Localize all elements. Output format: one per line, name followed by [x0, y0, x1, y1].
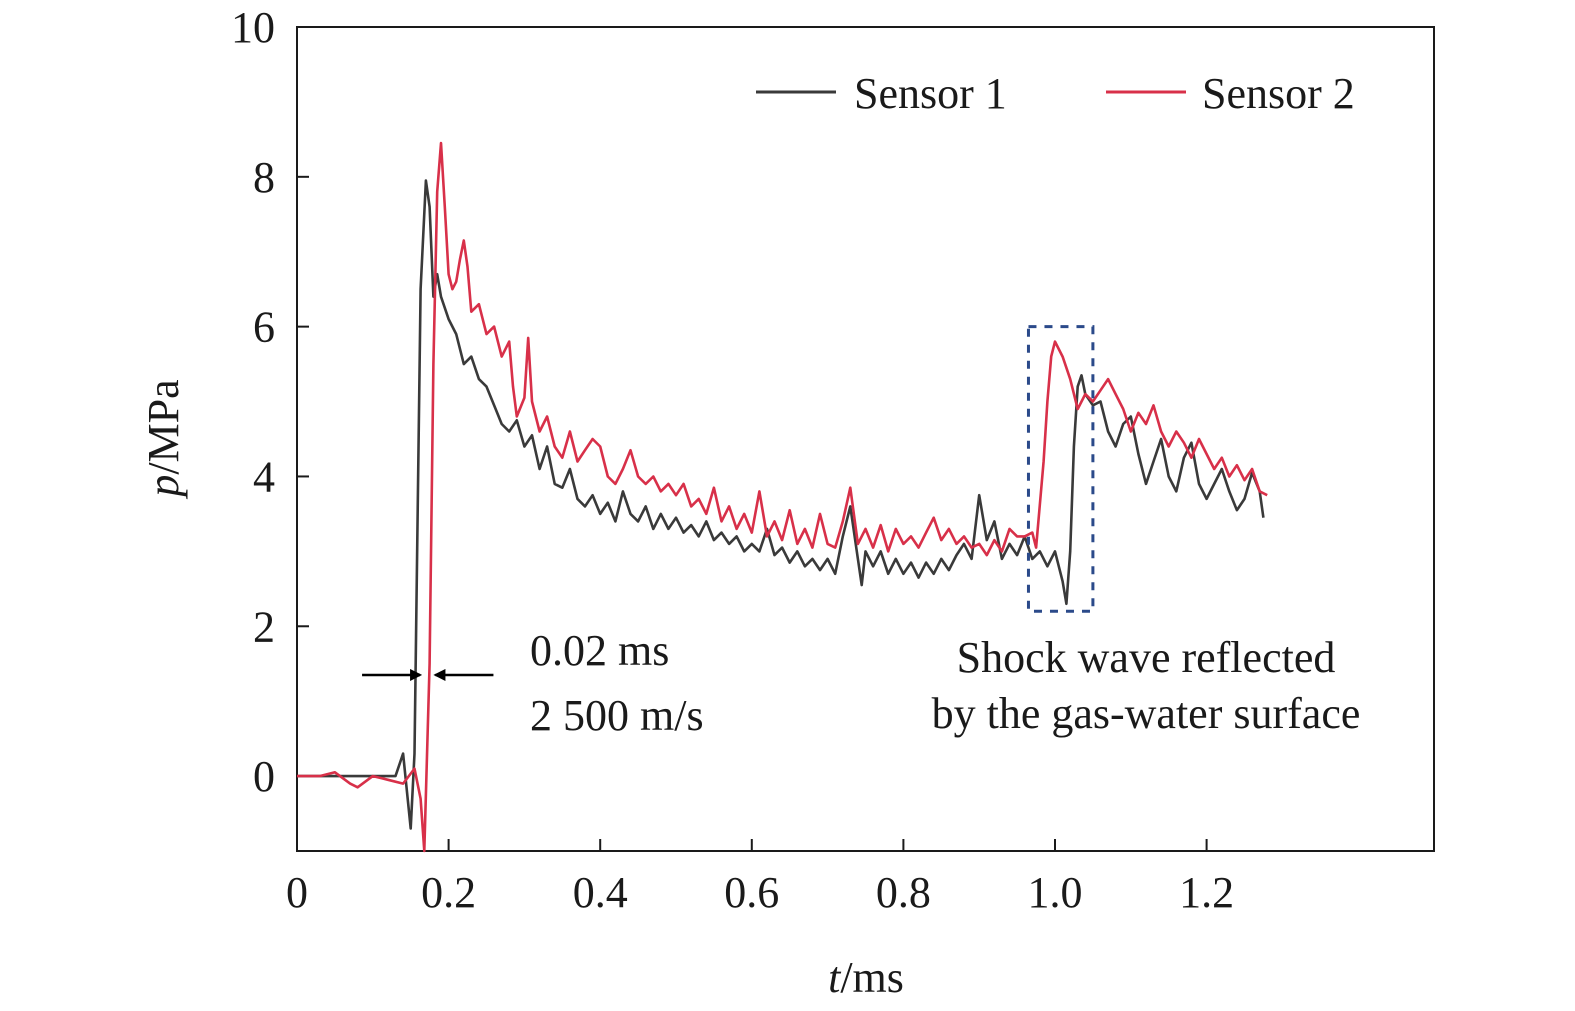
- y-axis-unit: /MPa: [139, 379, 188, 474]
- y-tick-label: 4: [253, 452, 275, 501]
- y-axis-label: p/MPa: [139, 379, 188, 499]
- x-tick-label: 0: [286, 868, 308, 917]
- x-axis-unit: /ms: [840, 953, 904, 1002]
- x-tick-label: 1.0: [1028, 868, 1083, 917]
- reflection-annotation-line-2: by the gas-water surface: [932, 689, 1361, 738]
- legend-label-sensor-2: Sensor 2: [1202, 69, 1355, 118]
- legend-label-sensor-1: Sensor 1: [854, 69, 1007, 118]
- x-tick-label: 1.2: [1179, 868, 1234, 917]
- y-tick-label: 0: [253, 752, 275, 801]
- plot-area-border: [296, 26, 1435, 852]
- x-tick-label: 0.4: [573, 868, 628, 917]
- y-tick-label: 2: [253, 602, 275, 651]
- wave-speed-annotation: 2 500 m/s: [530, 691, 704, 740]
- reflection-annotation-line-1: Shock wave reflected: [957, 633, 1336, 682]
- y-axis-ticks: 0 2 4 6 8 10: [231, 3, 309, 801]
- y-tick-label: 10: [231, 3, 275, 52]
- plot-frame: [296, 26, 1435, 852]
- x-tick-label: 0.6: [724, 868, 779, 917]
- y-axis-variable: p: [139, 475, 188, 500]
- annotations: 0.02 ms 2 500 m/s Shock wave reflected b…: [362, 325, 1361, 740]
- delay-time-annotation: 0.02 ms: [530, 626, 669, 675]
- x-tick-label: 0.2: [421, 868, 476, 917]
- x-tick-label: 0.8: [876, 868, 931, 917]
- x-axis-label: t/ms: [828, 953, 904, 1002]
- series-layer: [297, 141, 1268, 853]
- y-tick-label: 6: [253, 303, 275, 352]
- series-line-sensor-2: [297, 141, 1268, 853]
- series-line-sensor-1: [297, 179, 1265, 830]
- legend: Sensor 1 Sensor 2: [756, 69, 1355, 118]
- x-axis-ticks: 0 0.2 0.4 0.6 0.8 1.0 1.2: [286, 839, 1234, 917]
- y-tick-label: 8: [253, 153, 275, 202]
- reflected-wave-highlight-box: [1026, 325, 1095, 613]
- x-axis-variable: t: [828, 953, 842, 1002]
